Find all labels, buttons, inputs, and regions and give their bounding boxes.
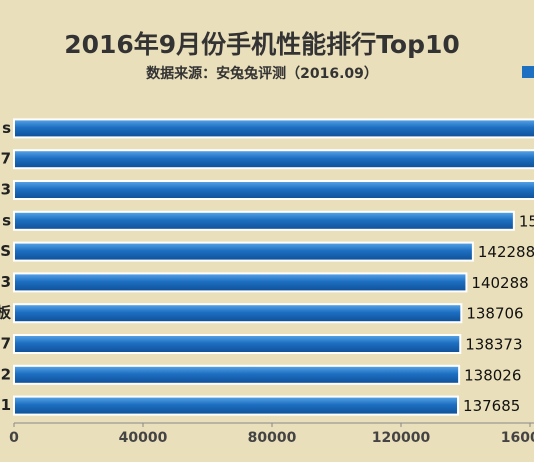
bar [13,395,460,416]
y-tick-label: 7 [1,150,11,168]
y-tick-label: S [0,242,11,260]
y-tick-label: s [2,119,11,137]
x-tick-label: 160000 [501,430,534,446]
value-label: 155000 [519,212,534,230]
value-label: 140288 [471,274,528,292]
bar [13,303,463,324]
y-tick-label: 7 [1,335,11,353]
y-tick-label: s [2,211,11,229]
bar [13,180,534,200]
bar [13,272,468,293]
value-label: 142288 [478,243,534,261]
bar [13,241,474,262]
bar [13,149,534,170]
y-tick-label: 板 [0,304,12,322]
y-tick-label: 1 [1,396,11,414]
bar [13,334,462,354]
value-label: 138026 [464,366,521,384]
x-tick-label: 0 [9,430,19,446]
bar [13,210,515,231]
y-tick-label: 2 [1,365,11,383]
x-tick-label: 120000 [372,430,431,446]
x-tick-label: 80000 [248,430,297,446]
value-label: 138706 [466,305,523,323]
x-tick-label: 40000 [119,430,168,446]
y-tick-label: 3 [1,181,11,199]
value-label: 138373 [465,336,522,354]
y-tick-label: 3 [1,273,11,291]
legend-swatch [522,66,534,78]
chart-subtitle: 数据来源：安兔兔评测（2016.09） [146,65,378,82]
bar [13,364,461,385]
bar [13,118,534,139]
value-label: 137685 [463,397,520,415]
chart-title: 2016年9月份手机性能排行Top10 [64,30,460,59]
